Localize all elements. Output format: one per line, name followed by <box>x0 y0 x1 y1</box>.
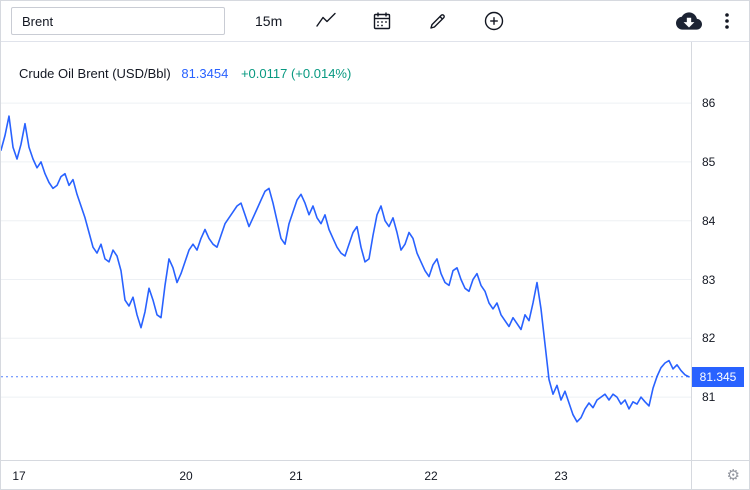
price-line-chart[interactable] <box>1 42 691 460</box>
time-axis[interactable]: 17 20 21 22 23 <box>1 460 691 489</box>
chart-plot-area[interactable]: Crude Oil Brent (USD/Bbl) 81.3454 +0.011… <box>1 42 691 460</box>
last-price-tag: 81.345 <box>692 366 744 387</box>
calendar-icon[interactable] <box>370 9 394 33</box>
download-icon[interactable] <box>675 8 703 34</box>
axis-corner: ⚙ <box>691 460 749 489</box>
price-series-line <box>1 115 690 423</box>
symbol-title: Crude Oil Brent (USD/Bbl) <box>19 66 171 81</box>
time-axis-tick: 22 <box>424 469 438 483</box>
price-axis-tick: 84 <box>702 213 716 228</box>
time-axis-tick: 21 <box>289 469 303 483</box>
toolbar: 15m <box>1 1 749 42</box>
compare-plus-icon[interactable] <box>482 9 506 33</box>
settings-gear-icon[interactable]: ⚙ <box>726 465 740 484</box>
price-axis-tick: 86 <box>702 96 716 111</box>
interval-button[interactable]: 15m <box>255 13 283 29</box>
draw-icon[interactable] <box>426 9 450 33</box>
symbol-search-input[interactable] <box>11 7 225 35</box>
price-change-value: +0.0117 (+0.014%) <box>240 66 352 81</box>
kebab-menu-icon[interactable] <box>717 9 737 33</box>
symbol-legend: Crude Oil Brent (USD/Bbl) 81.3454 +0.011… <box>19 66 351 81</box>
time-axis-tick: 20 <box>179 469 193 483</box>
price-axis-tick: 81 <box>702 390 716 405</box>
time-axis-tick: 17 <box>12 469 26 483</box>
time-axis-tick: 23 <box>554 469 568 483</box>
price-axis-tick: 82 <box>702 331 716 346</box>
last-price-value: 81.3454 <box>181 66 229 81</box>
price-axis[interactable]: 81.345 81 82 83 84 85 86 <box>691 42 749 460</box>
price-axis-tick: 83 <box>702 272 716 287</box>
price-axis-tick: 85 <box>702 154 716 169</box>
line-style-icon[interactable] <box>314 9 338 33</box>
